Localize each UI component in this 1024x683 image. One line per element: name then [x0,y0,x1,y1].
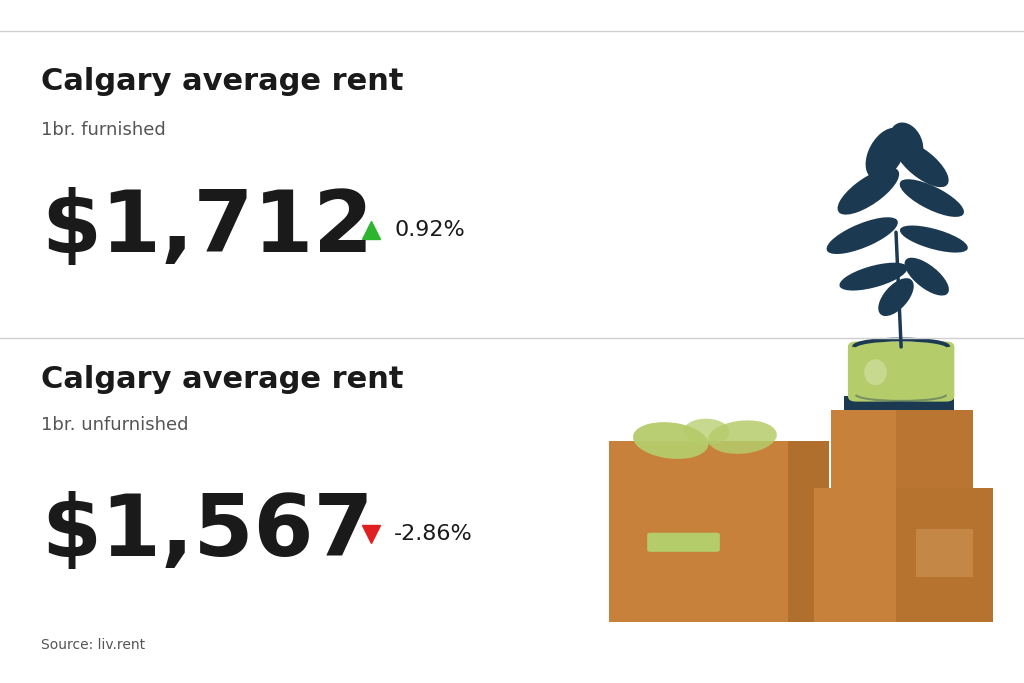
FancyBboxPatch shape [647,533,720,552]
Text: Source: liv.rent: Source: liv.rent [41,639,145,652]
Text: 1br. furnished: 1br. furnished [41,121,166,139]
FancyBboxPatch shape [814,488,993,622]
Ellipse shape [865,128,906,180]
FancyBboxPatch shape [848,342,954,402]
Ellipse shape [900,225,968,253]
Ellipse shape [684,419,729,445]
FancyBboxPatch shape [609,441,829,622]
FancyBboxPatch shape [831,410,973,488]
Ellipse shape [895,141,948,187]
Ellipse shape [904,257,949,296]
Ellipse shape [633,422,709,459]
FancyBboxPatch shape [844,396,954,410]
FancyBboxPatch shape [916,529,973,577]
Text: -2.86%: -2.86% [394,524,473,544]
Polygon shape [896,488,993,622]
Ellipse shape [879,278,913,316]
Text: Calgary average rent: Calgary average rent [41,68,403,96]
Ellipse shape [708,420,777,454]
Ellipse shape [864,359,887,385]
Text: $1,567: $1,567 [41,491,374,574]
Text: 0.92%: 0.92% [394,220,465,240]
Ellipse shape [889,122,924,165]
Polygon shape [788,441,829,622]
Text: 1br. unfurnished: 1br. unfurnished [41,416,188,434]
Ellipse shape [900,179,964,217]
Ellipse shape [826,217,898,254]
Polygon shape [896,410,973,488]
Ellipse shape [838,168,899,214]
Text: $1,712: $1,712 [41,187,373,270]
Ellipse shape [840,263,907,290]
Text: Calgary average rent: Calgary average rent [41,365,403,393]
